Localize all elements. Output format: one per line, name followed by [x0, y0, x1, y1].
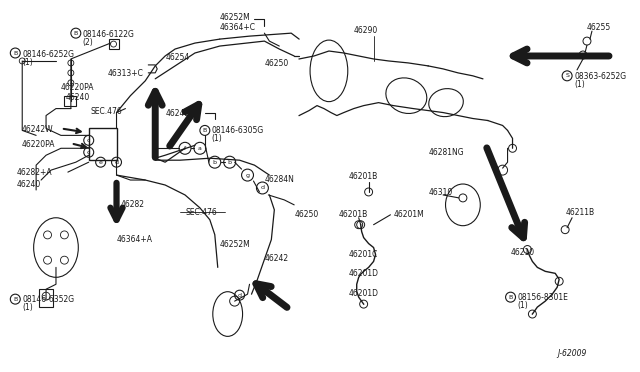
Text: 46255: 46255 [587, 23, 611, 32]
Text: b: b [228, 160, 232, 165]
Text: d: d [237, 293, 241, 298]
Text: 46242W: 46242W [21, 125, 53, 134]
Text: 46220PA: 46220PA [61, 83, 95, 92]
Text: B: B [13, 296, 17, 302]
Text: SEC.476: SEC.476 [185, 208, 217, 217]
Text: 46201D: 46201D [349, 269, 379, 278]
Text: c: c [87, 138, 90, 143]
Text: 46245: 46245 [165, 109, 189, 118]
Text: 46240: 46240 [66, 93, 90, 102]
Text: 46201D: 46201D [349, 289, 379, 298]
Text: (1): (1) [574, 80, 585, 89]
Text: 46240: 46240 [16, 180, 40, 189]
Text: e: e [99, 160, 102, 165]
Text: B: B [74, 31, 78, 36]
Text: 46210: 46210 [511, 247, 534, 257]
Text: b: b [212, 160, 217, 165]
Text: 46290: 46290 [354, 26, 378, 35]
Text: a: a [198, 146, 202, 151]
Text: B: B [13, 51, 17, 55]
Text: 46252M: 46252M [220, 240, 250, 248]
Text: 08146-6252G: 08146-6252G [22, 50, 74, 59]
Text: c: c [87, 150, 90, 155]
Text: 46282: 46282 [120, 200, 145, 209]
Text: 08363-6252G: 08363-6252G [574, 72, 626, 81]
Text: 46310: 46310 [428, 188, 452, 197]
Text: (1): (1) [22, 58, 33, 67]
Text: 46250: 46250 [294, 210, 319, 219]
Text: 46242: 46242 [264, 254, 289, 263]
Text: 46201B: 46201B [349, 172, 378, 181]
Text: (1): (1) [22, 303, 33, 312]
Text: 46201B: 46201B [339, 210, 368, 219]
Bar [89, 128, 116, 160]
Text: SEC.476: SEC.476 [91, 107, 122, 116]
Text: d: d [260, 186, 264, 190]
Bar [109, 39, 118, 49]
Text: 46211B: 46211B [565, 208, 595, 217]
Text: (2): (2) [83, 38, 93, 47]
Text: (1): (1) [212, 134, 223, 143]
Text: J-62009: J-62009 [557, 349, 587, 358]
Text: 46201M: 46201M [394, 210, 424, 219]
Text: 08146-6122G: 08146-6122G [83, 30, 134, 39]
Bar [64, 96, 76, 106]
Text: B: B [203, 128, 207, 133]
Text: S: S [565, 73, 569, 78]
Text: 08146-6305G: 08146-6305G [212, 126, 264, 135]
Text: 08146-6352G: 08146-6352G [22, 295, 74, 304]
Text: 46254: 46254 [165, 53, 189, 62]
Text: d: d [115, 160, 118, 165]
Text: 46284N: 46284N [264, 175, 294, 184]
Text: 46281NG: 46281NG [428, 148, 464, 157]
Text: 08156-8301E: 08156-8301E [518, 293, 568, 302]
Text: B: B [508, 295, 513, 300]
Text: f: f [184, 146, 186, 151]
Text: g: g [246, 173, 250, 177]
Text: 46250: 46250 [264, 59, 289, 68]
Text: 46201C: 46201C [349, 250, 378, 259]
Text: 46313+C: 46313+C [108, 69, 143, 78]
Text: 46364+A: 46364+A [116, 235, 152, 244]
Text: 46220PA: 46220PA [21, 140, 55, 149]
Text: 46252M: 46252M [220, 13, 250, 22]
Text: 46364+C: 46364+C [220, 23, 256, 32]
Bar [39, 289, 53, 307]
Text: 46282+A: 46282+A [16, 168, 52, 177]
Text: (1): (1) [518, 301, 528, 310]
